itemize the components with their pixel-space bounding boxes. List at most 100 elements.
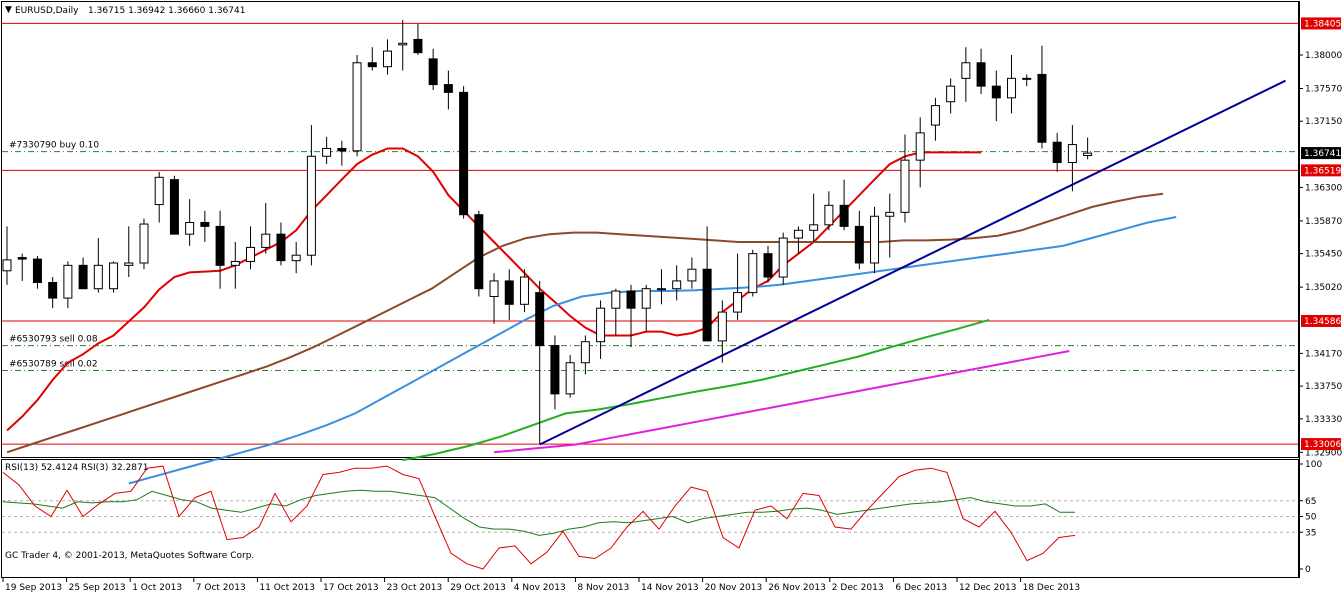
candle [778, 232, 788, 285]
date-axis: 19 Sep 2013 25 Sep 2013 1 Oct 2013 7 Oct 20… [2, 578, 1080, 593]
candle [687, 257, 697, 289]
candle-body-up [154, 176, 164, 206]
candle-body-down [276, 233, 286, 262]
price-tick-label: 1.38000 [1305, 51, 1342, 61]
candle-body-down [535, 292, 545, 347]
candle [109, 261, 119, 293]
price-tag-box [1301, 147, 1341, 160]
price-tick-label: 1.37150 [1305, 117, 1342, 127]
candle [276, 222, 286, 266]
price-tag-resistance2: 1.36519 [1304, 166, 1341, 176]
date-label: 26 Nov 2013 [768, 583, 826, 593]
candle [17, 253, 27, 281]
candle [185, 199, 195, 246]
candle-body-down [839, 204, 849, 227]
order-label: #6530793 sell 0.08 [9, 335, 98, 345]
candle [611, 288, 621, 336]
candle-body-up [946, 85, 956, 103]
candle-body-up [489, 280, 499, 298]
collapse-icon[interactable]: ▼ [5, 5, 12, 15]
candle [748, 249, 758, 297]
candle-body-up [870, 215, 880, 264]
price-tick-label: 1.37570 [1305, 84, 1342, 94]
candle [519, 269, 529, 313]
candle [535, 280, 545, 445]
candle [763, 245, 773, 283]
rsi-level-label: 35 [1305, 528, 1316, 538]
candle-body-up [656, 288, 666, 291]
date-label: 4 Nov 2013 [514, 583, 566, 593]
candle-body-up [1007, 77, 1017, 99]
candle [626, 284, 636, 348]
candle-body-up [611, 290, 621, 309]
candle-body-up [885, 211, 895, 217]
candle [1037, 45, 1047, 149]
order-label: #6530789 sell 0.02 [9, 360, 98, 370]
candle-body-down [504, 280, 514, 305]
candle-body-up [398, 42, 408, 46]
date-label: 11 Oct 2013 [259, 583, 315, 593]
candle-body-up [519, 276, 529, 305]
candle [93, 238, 103, 293]
candle-body-up [733, 292, 743, 313]
price-tick-label: 1.35450 [1305, 250, 1342, 260]
trendline-group[interactable] [539, 79, 1286, 446]
candle [1083, 137, 1093, 160]
candle [656, 269, 666, 305]
date-label: 14 Nov 2013 [641, 583, 699, 593]
candle [200, 210, 210, 242]
candle-body-up [687, 268, 697, 282]
chart-symbol: EURUSD,Daily [15, 6, 79, 16]
candle-body-up [322, 147, 332, 157]
candle [322, 136, 332, 165]
candle-body-down [1052, 141, 1062, 163]
candle-body-down [337, 147, 347, 152]
date-label: 2 Dec 2013 [832, 583, 884, 593]
candle-body-down [17, 257, 27, 260]
candle [824, 191, 834, 231]
rsi-level-label: 100 [1305, 460, 1322, 470]
rsi-level-label: 65 [1305, 497, 1316, 507]
price-tag-box [1301, 314, 1341, 327]
candle-body-up [230, 260, 240, 266]
date-label: 17 Oct 2013 [323, 583, 379, 593]
price-tag-bottom_support: 1.33006 [1304, 440, 1341, 450]
candle [459, 86, 469, 219]
candle [672, 265, 682, 301]
rsi-lines [2, 465, 1076, 570]
candle [230, 241, 240, 289]
horizontal-lines[interactable] [2, 22, 1298, 445]
candle-body-up [717, 311, 727, 342]
candle-body-up [93, 264, 103, 290]
order-lines: #7330790 buy 0.10 #6530793 sell 0.08 #6530… [2, 141, 1298, 372]
candle [854, 210, 864, 270]
main-panel-border [1, 1, 1299, 458]
candle-body-up [565, 362, 575, 395]
copyright: GC Trader 4, © 2001-2013, MetaQuotes Sof… [5, 551, 254, 561]
price-tick-label: 1.33750 [1305, 382, 1342, 392]
ma-line-magenta [493, 350, 1070, 454]
candle [793, 226, 803, 254]
trendline[interactable] [539, 79, 1286, 446]
candle-body-up [109, 262, 119, 290]
candle [885, 193, 895, 258]
candle-body-up [246, 246, 256, 262]
candle [215, 210, 225, 289]
rsi-line [2, 489, 1075, 536]
candles [2, 19, 1093, 445]
price-tick-label: 1.34170 [1305, 349, 1342, 359]
date-label: 6 Dec 2013 [895, 583, 947, 593]
candle-body-up [291, 254, 301, 262]
candle [1022, 74, 1032, 87]
date-label: 25 Sep 2013 [69, 583, 126, 593]
candle [489, 273, 499, 324]
candle [870, 206, 880, 274]
price-tags: 1.38405 1.36741 1.36519 1.34586 1.33006 [1301, 17, 1341, 451]
candle [702, 226, 712, 342]
candle [124, 226, 134, 278]
candle-body-down [367, 62, 377, 68]
date-label: 1 Oct 2013 [132, 583, 182, 593]
candle [504, 269, 514, 320]
candle [367, 47, 377, 71]
